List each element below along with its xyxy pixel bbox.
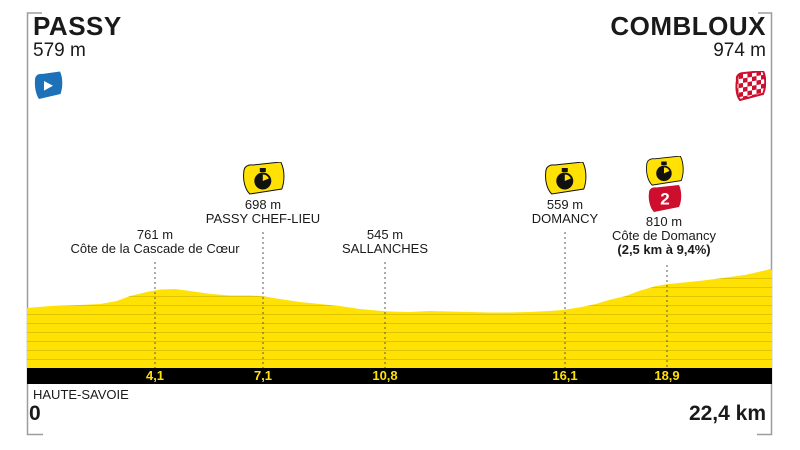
km-tick-label: 16,1 [552,368,578,383]
climb-gradient-detail: (2,5 km à 9,4%) [617,242,711,257]
waypoint-cote-de-domancy: 2 810 m Côte de Domancy (2,5 km à 9,4%) [612,156,716,257]
category-2-climb-badge-icon: 2 [612,185,716,213]
finish-header: COMBLOUX 974 m [610,11,766,102]
finish-name: COMBLOUX [610,11,766,41]
waypoint-name: DOMANCY [531,211,599,226]
km-axis-strip [27,368,772,384]
waypoint-elevation: 698 m [244,197,282,212]
waypoint-domancy: 559 m DOMANCY [532,162,598,226]
waypoint-name: SALLANCHES [342,241,428,256]
elevation-profile-area [27,268,772,369]
waypoint-elevation: 761 m [136,227,174,242]
climb-category-number: 2 [660,190,669,209]
waypoint-elevation: 545 m [366,227,404,242]
km-tick-label: 7,1 [253,368,273,383]
stopwatch-flag-icon [532,162,598,196]
waypoint-elevation: 559 m [546,197,584,212]
waypoint-name: PASSY CHEF-LIEU [205,211,321,226]
km-tick-label: 10,8 [372,368,398,383]
waypoint-cascade-de-coeur: 761 m Côte de la Cascade de Cœur [70,228,239,256]
start-name: PASSY [33,11,122,41]
waypoint-name: Côte de Domancy [611,228,717,243]
waypoint-elevation: 810 m [645,214,683,229]
stopwatch-flag-icon [612,156,716,187]
km-tick-label: 18,9 [654,368,680,383]
finish-elevation: 974 m [713,40,766,62]
total-distance-label: 22,4 km [688,402,766,425]
left-frame-bracket [26,12,43,436]
waypoint-passy-chef-lieu: 698 m PASSY CHEF-LIEU [206,162,320,226]
finish-flag-icon [610,71,766,102]
start-header: PASSY 579 m [33,11,122,106]
start-distance-label: 0 [29,402,41,425]
waypoint-name: Côte de la Cascade de Cœur [70,241,240,256]
region-label: HAUTE-SAVOIE [33,387,129,402]
start-elevation: 579 m [33,40,86,62]
stopwatch-flag-icon [206,162,320,196]
start-flag-icon [33,71,122,106]
km-tick-label: 4,1 [145,368,165,383]
waypoint-sallanches: 545 m SALLANCHES [342,228,428,256]
right-frame-bracket [757,12,773,436]
